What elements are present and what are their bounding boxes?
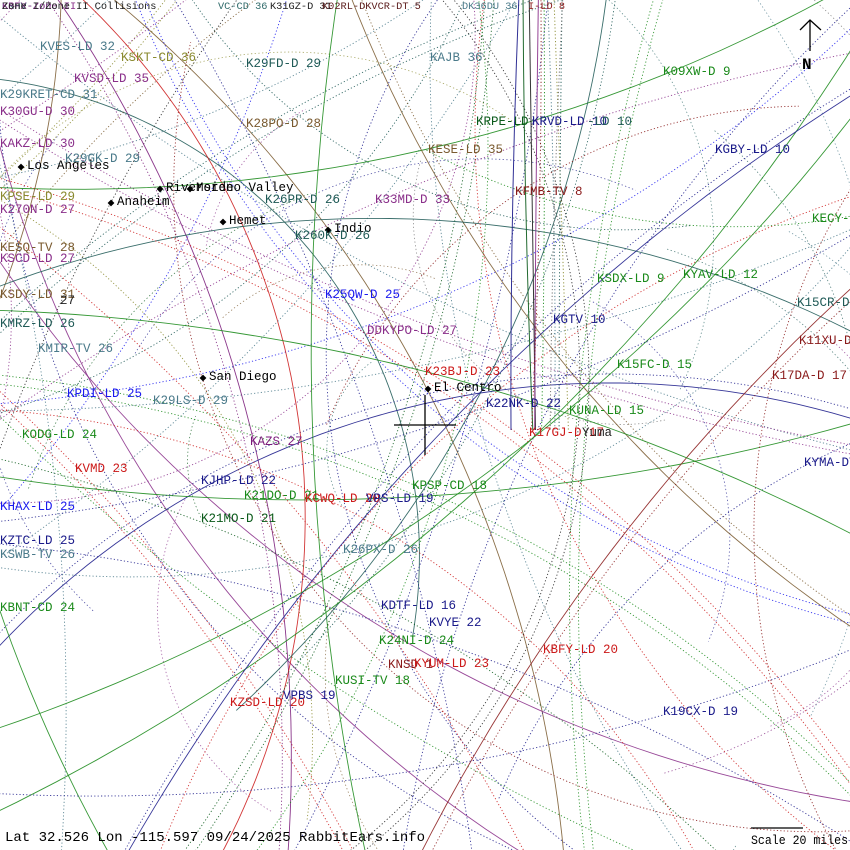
svg-text:Scale 20 miles: Scale 20 miles: [751, 833, 848, 848]
svg-text:KVES-LD 32: KVES-LD 32: [40, 40, 115, 54]
svg-text:K15CR-D 15: K15CR-D 15: [797, 296, 850, 310]
svg-text:K270N-D 27: K270N-D 27: [0, 203, 75, 217]
svg-text:KZTC-LD 25: KZTC-LD 25: [0, 534, 75, 548]
svg-text:K30GU-D 30: K30GU-D 30: [0, 105, 75, 119]
svg-text:KYMA-DT 13: KYMA-DT 13: [804, 456, 850, 470]
svg-text:KBFY-LD 20: KBFY-LD 20: [543, 643, 618, 657]
svg-text:K21MO-D 21: K21MO-D 21: [201, 512, 276, 526]
svg-text:KSCD-LD 27: KSCD-LD 27: [0, 252, 75, 266]
svg-text:DDKYPO-LD 27: DDKYPO-LD 27: [367, 324, 457, 338]
svg-text:DK36DU 36: DK36DU 36: [462, 1, 518, 13]
svg-text:KYUM-LD 23: KYUM-LD 23: [414, 657, 489, 671]
svg-text:KESE-LD 35: KESE-LD 35: [428, 143, 503, 157]
svg-text:K17DA-D 17: K17DA-D 17: [772, 369, 847, 383]
svg-text:K33MD-D 33: K33MD-D 33: [375, 193, 450, 207]
svg-text:KPSP-CD 18: KPSP-CD 18: [412, 479, 487, 493]
svg-text:KMRZ-LD 26: KMRZ-LD 26: [0, 317, 75, 331]
svg-text:KPDI-LD 25: KPDI-LD 25: [67, 387, 142, 401]
svg-text:KUSI-TV 18: KUSI-TV 18: [335, 674, 410, 688]
svg-text:K24NI-D 24: K24NI-D 24: [379, 634, 454, 648]
svg-text:-LD 10: -LD 10: [587, 115, 632, 129]
svg-text:K26PX-D 26: K26PX-D 26: [343, 543, 418, 557]
svg-text:K02RL-DKVCR-DT 5: K02RL-DKVCR-DT 5: [322, 1, 421, 13]
svg-text:KBNT-CD 24: KBNT-CD 24: [0, 601, 75, 615]
svg-text:KYAV-LD 12: KYAV-LD 12: [683, 268, 758, 282]
svg-text:K28PO-D 28: K28PO-D 28: [246, 117, 321, 131]
svg-text:KVYE 22: KVYE 22: [429, 616, 482, 630]
svg-text:K26PR-D 26: K26PR-D 26: [265, 193, 340, 207]
svg-text:K29LS-D 29: K29LS-D 29: [153, 394, 228, 408]
svg-text:KVMD 23: KVMD 23: [75, 462, 128, 476]
svg-text:KECY-TV 9: KECY-TV 9: [812, 212, 850, 226]
svg-text:Hemet: Hemet: [229, 214, 267, 228]
svg-text:I-LD 8: I-LD 8: [528, 1, 565, 13]
svg-text:27: 27: [60, 294, 75, 308]
svg-text:KAKZ-LD 30: KAKZ-LD 30: [0, 137, 75, 151]
svg-text:KGBY-LD 10: KGBY-LD 10: [715, 143, 790, 157]
svg-text:K23BJ-D 23: K23BJ-D 23: [425, 365, 500, 379]
svg-text:KUNA-LD 15: KUNA-LD 15: [569, 404, 644, 418]
svg-text:KSDX-LD 9: KSDX-LD 9: [597, 272, 665, 286]
svg-text:VC-CD 36: VC-CD 36: [218, 1, 267, 13]
svg-text:KRPE-LD: KRPE-LD: [476, 115, 529, 129]
svg-text:KPSE-LD 29: KPSE-LD 29: [0, 190, 75, 204]
svg-text:KHAX-LD 25: KHAX-LD 25: [0, 500, 75, 514]
svg-text:K19CX-D 19: K19CX-D 19: [663, 705, 738, 719]
svg-text:Yuma: Yuma: [582, 426, 613, 440]
svg-text:K29FD-D 29: K29FD-D 29: [246, 57, 321, 71]
svg-text:KVSD-LD 35: KVSD-LD 35: [74, 72, 149, 86]
svg-text:KSKT-CD 36: KSKT-CD 36: [121, 51, 196, 65]
svg-text:VPS-LD 19: VPS-LD 19: [366, 492, 434, 506]
svg-text:Zone I/Zone II Collisions: Zone I/Zone II Collisions: [2, 1, 156, 13]
svg-text:San Diego: San Diego: [209, 370, 277, 384]
svg-text:KJHP-LD 22: KJHP-LD 22: [201, 474, 276, 488]
svg-text:KGTV 10: KGTV 10: [553, 313, 606, 327]
svg-text:K29KRET-CD 31: K29KRET-CD 31: [0, 88, 98, 102]
svg-text:K09XW-D 9: K09XW-D 9: [663, 65, 731, 79]
svg-text:Lat 32.526 Lon -115.597 09/24/: Lat 32.526 Lon -115.597 09/24/2025 Rabbi…: [5, 830, 425, 846]
svg-text:KFMB-TV 8: KFMB-TV 8: [515, 185, 583, 199]
svg-text:Anaheim: Anaheim: [117, 195, 170, 209]
svg-text:KDTF-LD 16: KDTF-LD 16: [381, 599, 456, 613]
svg-text:K260K-D 26: K260K-D 26: [295, 229, 370, 243]
svg-text:K29GK-D 29: K29GK-D 29: [65, 152, 140, 166]
svg-text:N: N: [802, 56, 812, 74]
svg-text:K22NK-D 22: K22NK-D 22: [486, 397, 561, 411]
svg-text:KAZS 27: KAZS 27: [250, 435, 303, 449]
svg-text:K25QW-D 25: K25QW-D 25: [325, 288, 400, 302]
svg-text:VPBS 19: VPBS 19: [283, 689, 336, 703]
svg-text:K15FC-D 15: K15FC-D 15: [617, 358, 692, 372]
svg-text:El Centro: El Centro: [434, 381, 502, 395]
svg-text:KSWB-TV 26: KSWB-TV 26: [0, 548, 75, 562]
svg-text:KODG-LD 24: KODG-LD 24: [22, 428, 97, 442]
svg-text:K11XU-D 11: K11XU-D 11: [799, 334, 850, 348]
svg-text:KAJB 36: KAJB 36: [430, 51, 483, 65]
svg-text:KMIR-TV 26: KMIR-TV 26: [38, 342, 113, 356]
